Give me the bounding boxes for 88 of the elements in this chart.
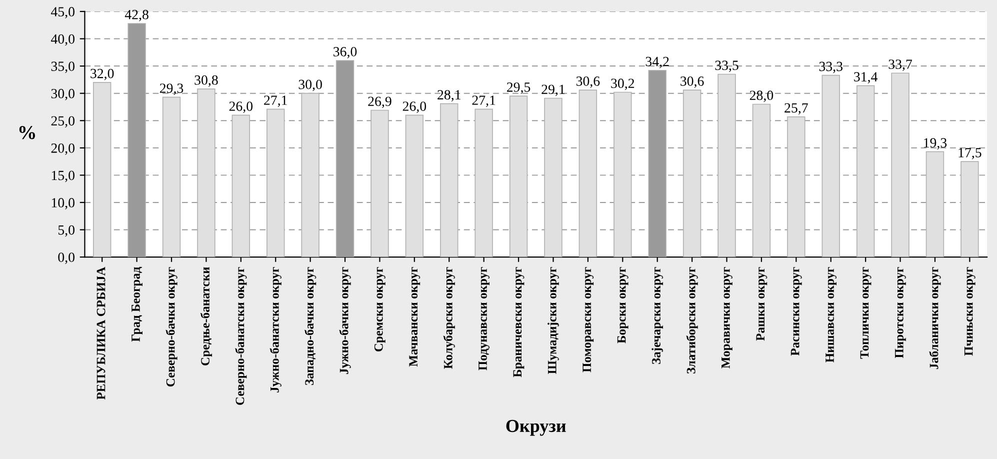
y-tick-label: 40,0 — [50, 34, 74, 46]
x-tick-label: Браничевски округ — [513, 267, 524, 378]
data-label: 30,0 — [298, 80, 322, 92]
data-label: 29,1 — [542, 84, 565, 96]
bar — [926, 151, 944, 258]
x-tick-label: Пчињски округ — [964, 267, 976, 356]
data-label: 19,3 — [924, 138, 947, 150]
x-tick-label: Северно-бачки округ — [166, 267, 178, 386]
bar — [93, 82, 112, 258]
bar — [856, 85, 875, 258]
x-tick-label: Моравички округ — [722, 267, 732, 368]
x-tick-label: Јабланички округ — [929, 267, 941, 370]
x-tick-label: Поморавски округ — [582, 267, 594, 372]
x-tick-label: Град Београд — [132, 266, 142, 342]
bar — [614, 92, 632, 258]
data-label: 25,7 — [784, 103, 808, 115]
bar — [232, 114, 250, 258]
data-label: 30,8 — [194, 75, 218, 87]
y-tick-label: 25,0 — [51, 116, 74, 128]
x-tick-label: Зајечарски округ — [652, 267, 664, 364]
bar — [474, 108, 493, 258]
bar — [162, 96, 181, 258]
data-label: 33,5 — [715, 60, 738, 72]
y-tick-label: 45,0 — [50, 7, 74, 18]
x-tick-label: РЕПУБЛИКА СРБИЈА — [96, 266, 106, 400]
data-label: 29,3 — [160, 84, 184, 95]
data-label: 29,5 — [506, 82, 530, 94]
y-tick-label: 5,0 — [58, 225, 74, 237]
data-label: 26,0 — [402, 102, 426, 113]
data-label: 17,5 — [958, 148, 982, 160]
x-tick-label: Подунавски округ — [478, 267, 490, 370]
bar — [578, 90, 598, 258]
bar — [370, 110, 389, 258]
y-tick-label: 15,0 — [52, 170, 74, 182]
data-label: 32,0 — [90, 68, 114, 80]
data-label: 30,6 — [576, 76, 600, 88]
y-tick-label: 10,0 — [52, 198, 74, 210]
bar — [266, 108, 285, 258]
data-label: 27,1 — [264, 96, 287, 107]
x-tick-label: Колубарски округ — [443, 267, 455, 369]
data-label: 30,6 — [680, 76, 704, 88]
bar — [336, 60, 354, 258]
y-axis-title: % — [19, 126, 36, 140]
bar — [822, 74, 840, 258]
bar — [960, 161, 979, 258]
bar — [405, 114, 424, 258]
x-tick-label: Пиротски округ — [895, 267, 906, 358]
bar — [718, 74, 736, 258]
data-label: 33,3 — [819, 62, 842, 74]
bar — [891, 72, 910, 258]
bar — [301, 92, 320, 258]
x-tick-label: Северно-банатски округ — [235, 267, 247, 405]
x-tick-label: Сремски округ — [374, 267, 386, 352]
y-tick-label: 20,0 — [51, 143, 74, 155]
x-tick-label: Расински округ — [790, 267, 802, 356]
x-tick-label: Средње-банатски — [200, 267, 212, 366]
bar — [440, 103, 458, 258]
x-tick-label: Рашки округ — [756, 267, 768, 341]
data-label: 30,2 — [611, 78, 634, 90]
x-tick-label: Шумадијски округ — [548, 267, 559, 374]
x-tick-label: Борски округ — [617, 267, 628, 344]
data-label: 42,8 — [124, 10, 148, 22]
data-label: 26,0 — [229, 102, 253, 113]
bar — [752, 104, 771, 258]
bar — [787, 116, 806, 258]
data-label: 33,7 — [888, 60, 912, 71]
data-label: 36,0 — [334, 47, 357, 58]
x-tick-label: Јужно-бачки округ — [339, 267, 351, 374]
y-tick-label: 0,0 — [58, 252, 74, 264]
y-tick-label: 35,0 — [51, 62, 74, 73]
bar — [682, 90, 702, 258]
data-label: 28,1 — [438, 90, 460, 102]
x-tick-label: Нишавски округ — [826, 267, 837, 362]
data-label: 28,0 — [750, 90, 774, 102]
bar — [197, 88, 216, 258]
data-label: 34,2 — [646, 56, 669, 68]
bar — [509, 96, 528, 258]
y-tick-label: 30,0 — [51, 88, 74, 100]
x-tick-label: Јужно-банатски округ — [270, 267, 282, 392]
data-label: 31,4 — [854, 72, 878, 84]
bar — [544, 98, 562, 258]
x-tick-label: Златиборски округ — [686, 267, 698, 374]
x-tick-label: Мачвански округ — [409, 267, 420, 367]
x-tick-label: Топлички округ — [860, 267, 872, 359]
x-axis-title: Окрузи — [506, 420, 566, 436]
data-label: 27,1 — [472, 96, 496, 107]
data-label: 26,9 — [368, 96, 392, 108]
x-tick-label: Западно-бачки округ — [304, 267, 316, 385]
